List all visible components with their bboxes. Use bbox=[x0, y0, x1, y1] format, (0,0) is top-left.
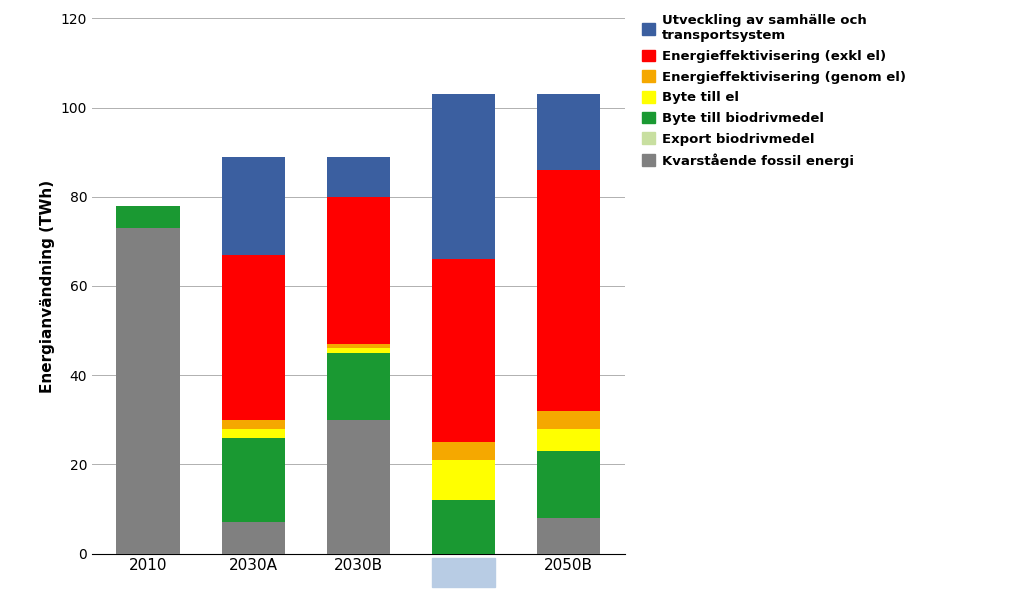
Bar bbox=[221, 429, 285, 438]
Bar bbox=[221, 522, 285, 554]
Bar bbox=[221, 157, 285, 255]
Legend: Utveckling av samhälle och
transportsystem, Energieffektivisering (exkl el), Ene: Utveckling av samhälle och transportsyst… bbox=[642, 14, 905, 167]
Bar bbox=[432, 260, 496, 442]
Bar bbox=[221, 420, 285, 429]
Bar bbox=[432, 500, 496, 554]
Bar bbox=[327, 344, 390, 348]
Bar bbox=[538, 411, 600, 429]
Bar bbox=[327, 353, 390, 419]
Bar bbox=[117, 228, 179, 554]
Bar bbox=[327, 348, 390, 353]
Bar bbox=[221, 438, 285, 522]
Bar bbox=[538, 451, 600, 518]
Bar bbox=[538, 429, 600, 451]
Bar bbox=[327, 419, 390, 554]
Bar bbox=[538, 518, 600, 554]
Bar bbox=[432, 442, 496, 460]
Bar bbox=[538, 170, 600, 411]
Bar bbox=[327, 157, 390, 197]
Bar bbox=[117, 206, 179, 228]
Y-axis label: Energianvändning (TWh): Energianvändning (TWh) bbox=[40, 180, 55, 392]
Bar bbox=[432, 460, 496, 500]
Bar bbox=[432, 558, 496, 587]
Bar bbox=[327, 197, 390, 344]
Bar bbox=[432, 94, 496, 260]
Bar bbox=[221, 255, 285, 419]
Bar bbox=[538, 94, 600, 170]
